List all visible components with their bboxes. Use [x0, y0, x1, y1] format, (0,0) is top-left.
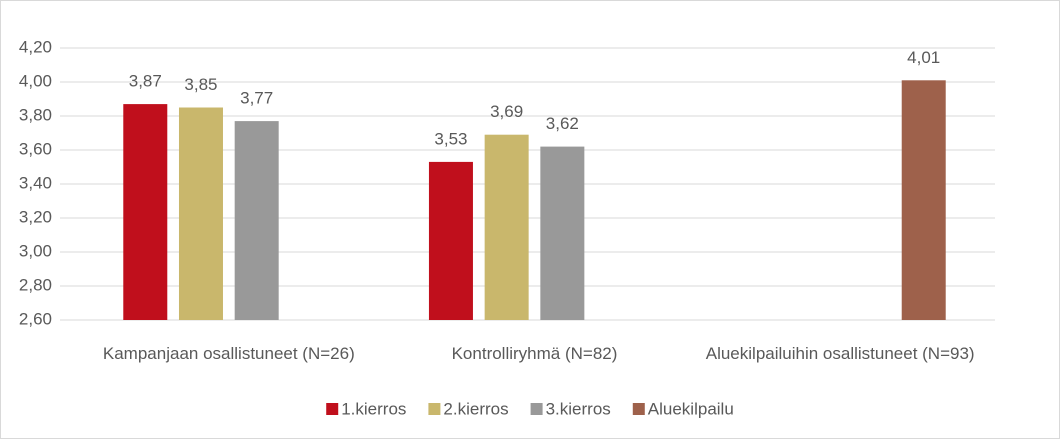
data-label: 3,87 [129, 72, 162, 91]
x-tick-label: Aluekilpailuihin osallistuneet (N=93) [706, 344, 975, 363]
bar [123, 104, 168, 320]
y-tick-label: 3,60 [19, 139, 52, 158]
y-tick-label: 4,00 [19, 71, 52, 90]
data-label: 3,69 [490, 102, 523, 121]
legend-label: Aluekilpailu [648, 399, 734, 418]
data-label: 3,77 [240, 89, 273, 108]
legend-label: 2.kierros [443, 399, 508, 418]
y-tick-label: 3,40 [19, 173, 52, 192]
bar [484, 134, 529, 320]
legend-label: 3.kierros [546, 399, 611, 418]
legend-swatch [428, 403, 441, 415]
y-tick-label: 2,60 [19, 309, 52, 328]
data-label: 3,53 [434, 129, 467, 148]
bar [234, 121, 279, 320]
y-tick-label: 3,00 [19, 241, 52, 260]
y-tick-label: 2,80 [19, 275, 52, 294]
data-label: 4,01 [907, 48, 940, 67]
bar [428, 161, 473, 320]
bar [901, 80, 946, 320]
x-tick-label: Kampanjaan osallistuneet (N=26) [103, 344, 355, 363]
y-tick-label: 3,20 [19, 207, 52, 226]
bar [540, 146, 585, 320]
legend-swatch [632, 403, 645, 415]
data-label: 3,85 [184, 75, 217, 94]
legend-label: 1.kierros [341, 399, 406, 418]
y-tick-label: 4,20 [19, 37, 52, 56]
legend-swatch [530, 403, 543, 415]
data-label: 3,62 [546, 114, 579, 133]
bar [178, 107, 223, 320]
legend: 1.kierros 2.kierros 3.kierros Aluekilpailu [326, 399, 734, 418]
y-tick-label: 3,80 [19, 105, 52, 124]
legend-swatch [326, 403, 339, 415]
x-tick-label: Kontrolliryhmä (N=82) [452, 344, 618, 363]
